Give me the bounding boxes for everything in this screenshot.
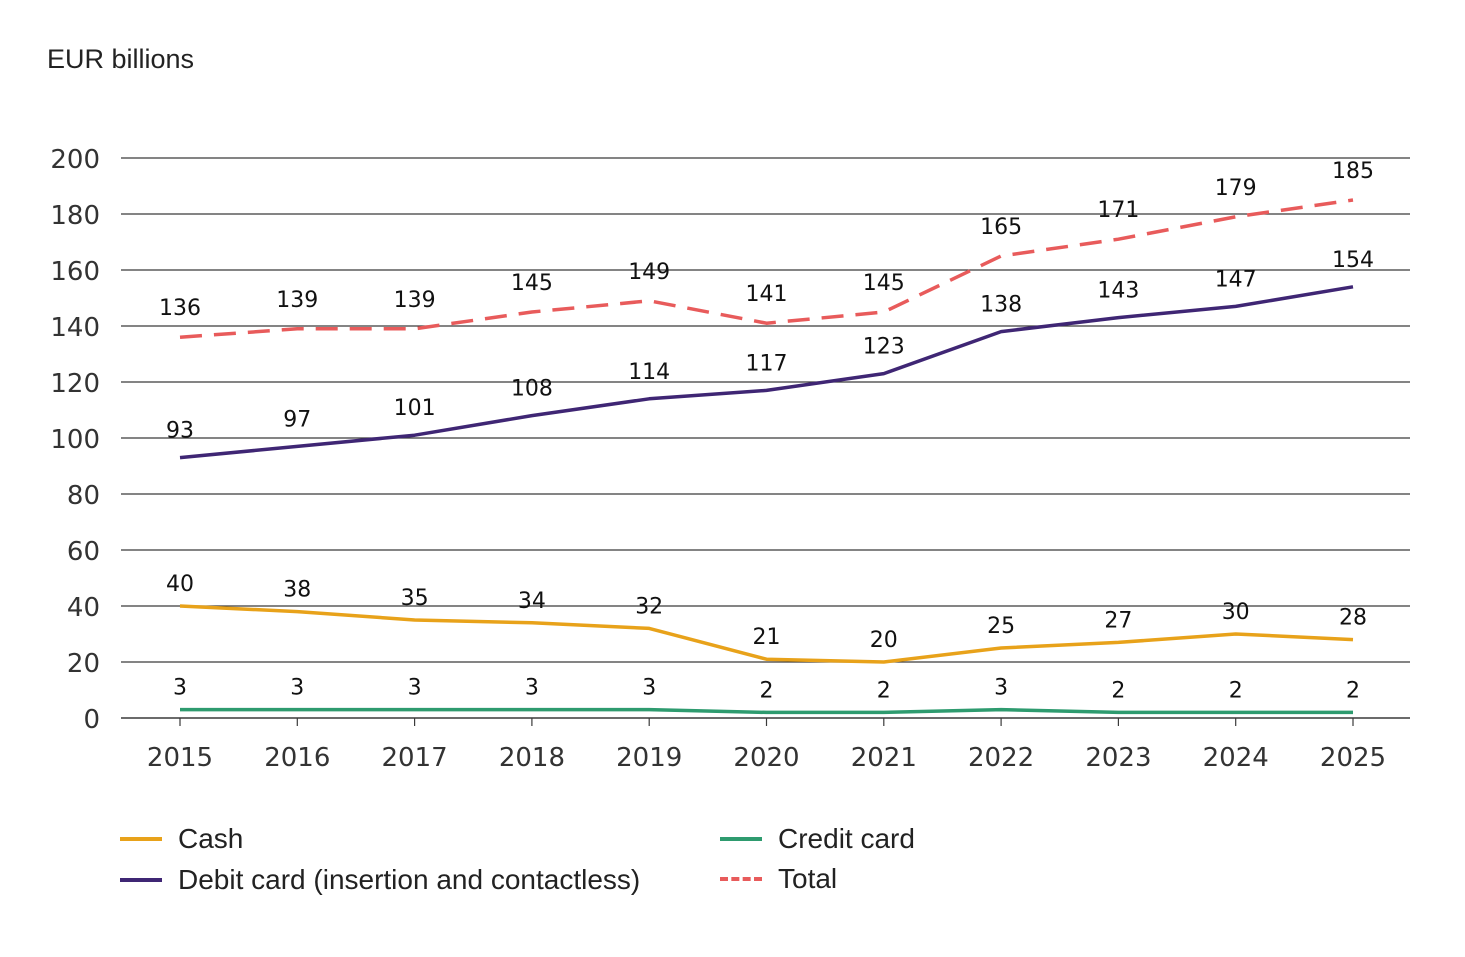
x-tick-label-2025: 2025 xyxy=(1320,743,1386,773)
x-tick-label-2018: 2018 xyxy=(499,743,565,773)
data-label-total-2024: 179 xyxy=(1215,176,1257,201)
data-label-cash-2016: 38 xyxy=(283,578,311,603)
data-label-total-2020: 141 xyxy=(746,282,788,307)
data-label-total-2023: 171 xyxy=(1097,198,1139,223)
y-tick-label-80: 80 xyxy=(67,481,100,511)
x-tick-label-2016: 2016 xyxy=(264,743,330,773)
legend-item-cash: Cash xyxy=(120,823,243,855)
data-label-cash-2015: 40 xyxy=(166,572,194,597)
data-label-debit-card-insertion-and-contactless-2022: 138 xyxy=(980,293,1022,318)
y-tick-label-100: 100 xyxy=(50,425,100,455)
legend-item-credit-card: Credit card xyxy=(720,823,915,855)
data-label-credit-card-2022: 3 xyxy=(994,676,1008,701)
y-tick-label-0: 0 xyxy=(83,705,100,735)
data-label-cash-2025: 28 xyxy=(1339,606,1367,631)
data-label-debit-card-insertion-and-contactless-2019: 114 xyxy=(628,360,670,385)
data-label-credit-card-2024: 2 xyxy=(1229,678,1243,703)
series-line-debit-card-insertion-and-contactless xyxy=(179,285,1354,460)
x-tick-label-2022: 2022 xyxy=(968,743,1034,773)
y-tick-label-180: 180 xyxy=(50,201,100,231)
data-label-total-2016: 139 xyxy=(276,288,318,313)
data-label-credit-card-2016: 3 xyxy=(290,676,304,701)
data-label-total-2021: 145 xyxy=(863,271,905,296)
legend-swatch-credit-card xyxy=(720,837,762,841)
legend: Cash Debit card (insertion and contactle… xyxy=(120,815,1020,925)
y-tick-label-20: 20 xyxy=(67,649,100,679)
data-label-total-2022: 165 xyxy=(980,215,1022,240)
y-tick-label-40: 40 xyxy=(67,593,100,623)
data-label-total-2015: 136 xyxy=(159,296,201,321)
x-tick-label-2015: 2015 xyxy=(147,743,213,773)
data-label-debit-card-insertion-and-contactless-2021: 123 xyxy=(863,335,905,360)
y-tick-label-120: 120 xyxy=(50,369,100,399)
series-line-credit-card xyxy=(180,707,1353,715)
data-label-cash-2021: 20 xyxy=(870,628,898,653)
x-tick-label-2021: 2021 xyxy=(851,743,917,773)
x-tick-label-2024: 2024 xyxy=(1203,743,1269,773)
data-label-total-2017: 139 xyxy=(394,288,436,313)
x-tick-label-2023: 2023 xyxy=(1085,743,1151,773)
data-label-total-2019: 149 xyxy=(628,260,670,285)
data-label-cash-2023: 27 xyxy=(1104,608,1132,633)
legend-label-credit-card: Credit card xyxy=(778,823,915,854)
data-label-total-2018: 145 xyxy=(511,271,553,296)
data-label-credit-card-2025: 2 xyxy=(1346,678,1360,703)
legend-item-debit-card: Debit card (insertion and contactless) xyxy=(120,864,640,896)
data-label-debit-card-insertion-and-contactless-2023: 143 xyxy=(1097,279,1139,304)
data-label-credit-card-2017: 3 xyxy=(408,676,422,701)
data-label-debit-card-insertion-and-contactless-2015: 93 xyxy=(166,419,194,444)
data-label-debit-card-insertion-and-contactless-2016: 97 xyxy=(283,407,311,432)
plot-area: 0 20 40 60 80 100 120 140 160 180 200 2015 2016 2017 2… xyxy=(50,145,1410,773)
data-label-cash-2019: 32 xyxy=(635,594,663,619)
data-label-cash-2022: 25 xyxy=(987,614,1015,639)
data-label-cash-2017: 35 xyxy=(401,586,429,611)
legend-swatch-cash xyxy=(120,837,162,841)
legend-label-debit-card: Debit card (insertion and contactless) xyxy=(178,864,641,895)
data-label-credit-card-2021: 2 xyxy=(877,678,891,703)
x-tick-label-2017: 2017 xyxy=(382,743,448,773)
legend-label-total: Total xyxy=(778,863,838,894)
data-label-cash-2020: 21 xyxy=(753,625,781,650)
legend-label-cash: Cash xyxy=(178,823,244,854)
data-label-debit-card-insertion-and-contactless-2025: 154 xyxy=(1332,248,1374,273)
data-label-credit-card-2019: 3 xyxy=(642,676,656,701)
y-tick-label-140: 140 xyxy=(50,313,100,343)
y-tick-label-60: 60 xyxy=(67,537,100,567)
data-label-total-2025: 185 xyxy=(1332,159,1374,184)
data-label-debit-card-insertion-and-contactless-2018: 108 xyxy=(511,377,553,402)
series-line-cash xyxy=(179,604,1354,664)
data-label-debit-card-insertion-and-contactless-2017: 101 xyxy=(394,396,436,421)
legend-item-total: Total xyxy=(720,863,837,895)
data-label-cash-2024: 30 xyxy=(1222,600,1250,625)
series-line-total xyxy=(179,198,1354,339)
x-tick-label-2020: 2020 xyxy=(733,743,799,773)
y-tick-label-160: 160 xyxy=(50,257,100,287)
data-label-credit-card-2023: 2 xyxy=(1111,678,1125,703)
data-label-debit-card-insertion-and-contactless-2024: 147 xyxy=(1215,267,1257,292)
data-label-debit-card-insertion-and-contactless-2020: 117 xyxy=(746,351,788,376)
y-tick-label-200: 200 xyxy=(50,145,100,175)
data-label-cash-2018: 34 xyxy=(518,589,546,614)
data-label-credit-card-2015: 3 xyxy=(173,676,187,701)
y-axis-unit-label: EUR billions xyxy=(47,44,195,74)
data-label-credit-card-2020: 2 xyxy=(760,678,774,703)
legend-swatch-debit-card xyxy=(120,878,162,882)
data-label-credit-card-2018: 3 xyxy=(525,676,539,701)
legend-swatch-total xyxy=(720,877,762,881)
x-tick-label-2019: 2019 xyxy=(616,743,682,773)
